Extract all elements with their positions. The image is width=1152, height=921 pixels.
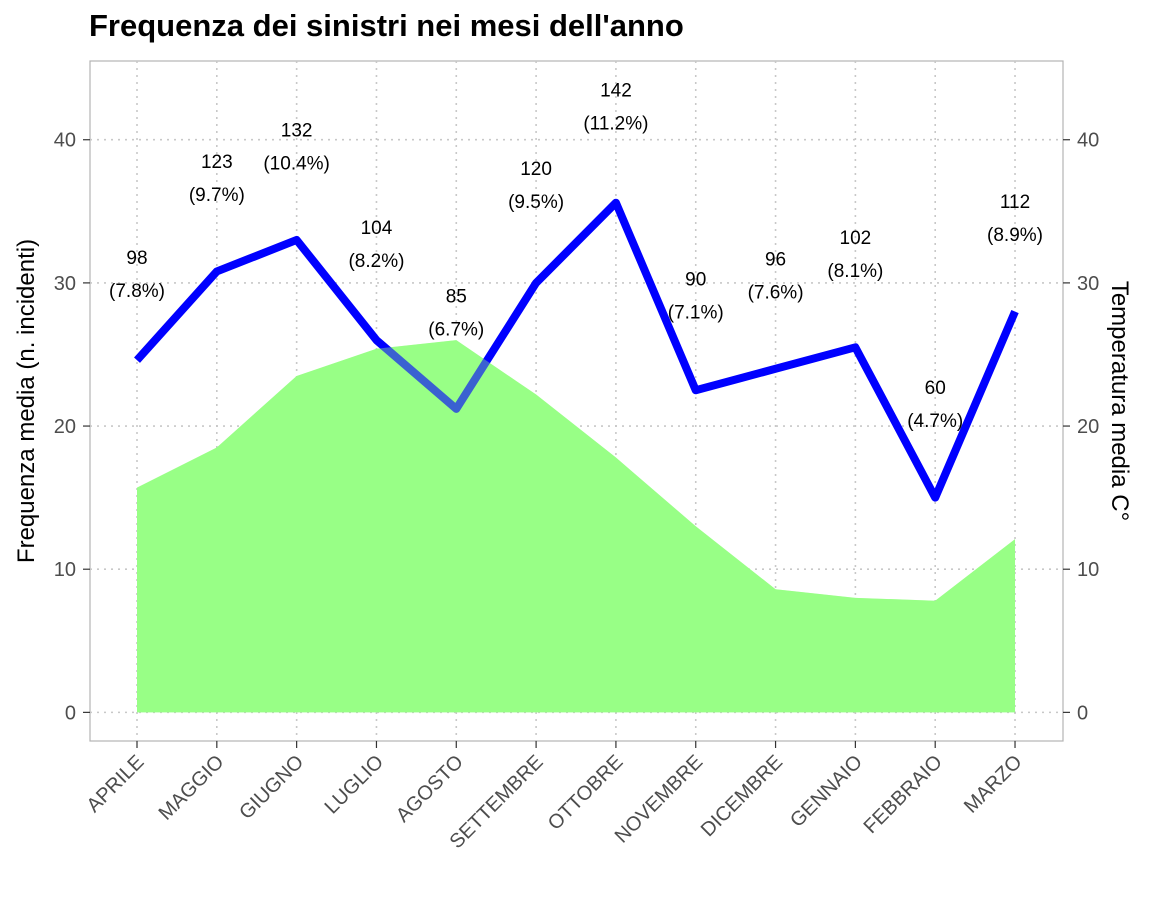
- line-layer: [134, 198, 1019, 713]
- y-tick-label: 30: [54, 273, 76, 295]
- x-tick-label: APRILE: [83, 751, 149, 817]
- y2-tick-label: 30: [1077, 273, 1099, 295]
- frequency-line: [134, 198, 1019, 502]
- x-tick-label: AGOSTO: [392, 751, 468, 827]
- data-label: 104 (8.2%): [348, 218, 404, 272]
- data-label: 85 (6.7%): [428, 287, 484, 341]
- y-tick-label: 20: [54, 416, 76, 438]
- grid-lines: [90, 61, 1063, 741]
- data-label: 98 (7.8%): [109, 248, 165, 302]
- y-axis-title: Frequenza media (n. incidenti): [13, 239, 40, 563]
- y2-tick-label: 0: [1077, 702, 1088, 724]
- data-label: 123 (9.7%): [189, 152, 245, 206]
- data-label: 112 (8.9%): [987, 192, 1043, 246]
- y-tick-label: 10: [54, 559, 76, 581]
- x-tick-label: LUGLIO: [321, 751, 388, 818]
- y2-tick-label: 20: [1077, 416, 1099, 438]
- data-label: 60 (4.7%): [907, 378, 963, 432]
- data-label: 102 (8.1%): [827, 228, 883, 282]
- y2-tick-label: 10: [1077, 559, 1099, 581]
- area-layer: [137, 340, 1016, 713]
- y-tick-label: 40: [54, 130, 76, 152]
- x-tick-label: MARZO: [960, 751, 1027, 818]
- y-tick-label: 0: [65, 702, 76, 724]
- data-labels: 98 (7.8%) 123 (9.7%) 132 (10.4%) 104 (8.2%) 85 (6…: [109, 80, 1043, 432]
- x-tick-label: MAGGIO: [155, 751, 229, 825]
- data-label: 90 (7.1%): [668, 269, 724, 323]
- temperature-area: [137, 340, 1016, 713]
- chart-title: Frequenza dei sinistri nei mesi dell'ann…: [89, 8, 684, 43]
- x-tick-label: OTTOBRE: [544, 751, 628, 835]
- data-label: 96 (7.6%): [748, 249, 804, 303]
- x-tick-label: GENNAIO: [786, 751, 867, 832]
- x-tick-label: FEBBRAIO: [860, 751, 947, 838]
- data-label: 142 (11.2%): [583, 80, 648, 134]
- y2-tick-label: 40: [1077, 130, 1099, 152]
- data-label: 132 (10.4%): [263, 120, 330, 174]
- temperature-area-overlay: [137, 340, 1016, 713]
- x-tick-label: GIUGNO: [235, 751, 308, 824]
- x-tick-label: DICEMBRE: [697, 751, 787, 841]
- y2-axis-title: Temperatura media C°: [1106, 281, 1133, 521]
- data-label: 120 (9.5%): [508, 159, 564, 213]
